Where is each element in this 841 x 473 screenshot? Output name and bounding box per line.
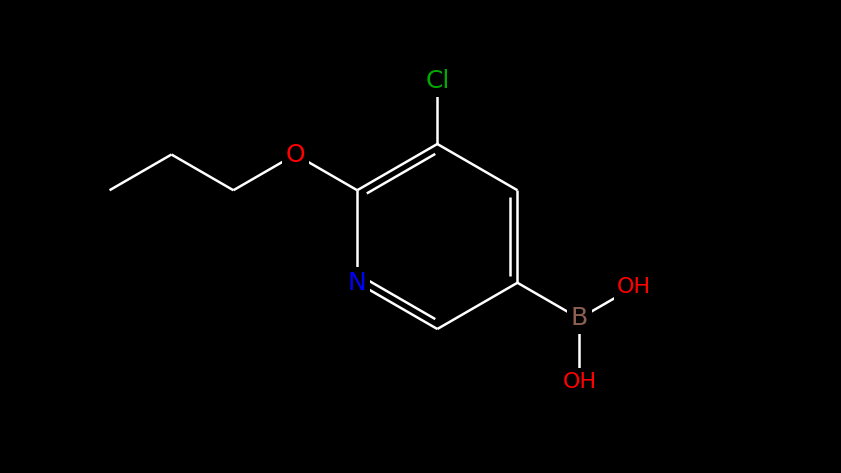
Text: Cl: Cl xyxy=(426,69,449,93)
Text: OH: OH xyxy=(563,372,596,392)
Text: O: O xyxy=(285,142,305,166)
Text: B: B xyxy=(571,307,588,331)
Text: N: N xyxy=(348,271,367,295)
Text: OH: OH xyxy=(617,277,651,297)
